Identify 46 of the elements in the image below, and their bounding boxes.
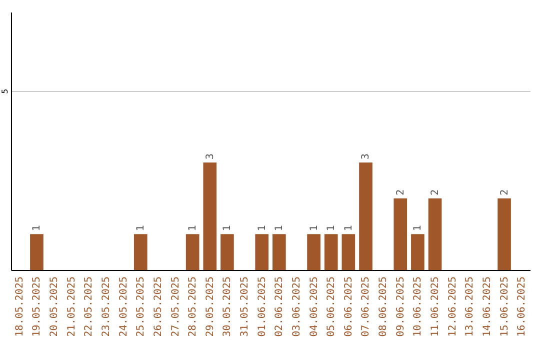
data-label: 1: [222, 225, 234, 232]
y-tick-label: 5: [0, 88, 10, 94]
x-tick-label: 10.06.2025: [412, 276, 424, 337]
data-label: 1: [412, 225, 424, 232]
data-label: 1: [274, 225, 286, 232]
x-tick-label: 16.06.2025: [516, 276, 528, 337]
x-tick-label: 08.06.2025: [378, 276, 390, 337]
data-label: 1: [32, 225, 43, 232]
x-tick-label: 12.06.2025: [447, 276, 458, 337]
data-label: 3: [360, 153, 372, 160]
data-label: 1: [256, 225, 268, 232]
x-tick-label: 14.06.2025: [482, 276, 493, 337]
x-tick-label: 24.05.2025: [118, 276, 130, 337]
x-tick-label: 02.06.2025: [274, 276, 286, 337]
data-label: 1: [308, 225, 320, 232]
x-tick-label: 11.06.2025: [430, 276, 442, 337]
x-tick-label: 03.06.2025: [291, 276, 302, 337]
x-tick-label: 20.05.2025: [49, 276, 60, 337]
x-tick-label: 26.05.2025: [152, 276, 164, 337]
x-tick-label: 06.06.2025: [343, 276, 354, 337]
data-label: 3: [204, 153, 216, 160]
data-label: 1: [343, 225, 354, 232]
x-tick-label: 27.05.2025: [170, 276, 182, 337]
x-tick-label: 13.06.2025: [464, 276, 476, 337]
x-tick-label: 19.05.2025: [32, 276, 43, 337]
x-tick-label: 31.05.2025: [240, 276, 251, 337]
x-tick-label: 23.05.2025: [100, 276, 112, 337]
x-tick-label: 04.06.2025: [308, 276, 320, 337]
x-tick-label: 15.06.2025: [499, 276, 510, 337]
data-label: 2: [499, 189, 510, 196]
x-tick-label: 28.05.2025: [188, 276, 199, 337]
data-label: 1: [188, 225, 199, 232]
x-tick-label: 25.05.2025: [136, 276, 147, 337]
data-label: 1: [326, 225, 338, 232]
x-tick-label: 30.05.2025: [222, 276, 234, 337]
x-tick-label: 22.05.2025: [84, 276, 95, 337]
x-tick-label: 07.06.2025: [360, 276, 372, 337]
data-label: 1: [136, 225, 147, 232]
data-label: 2: [395, 189, 406, 196]
x-tick-label: 09.06.2025: [395, 276, 406, 337]
x-tick-label: 29.05.2025: [204, 276, 216, 337]
x-tick-label: 05.06.2025: [326, 276, 338, 337]
x-tick-label: 21.05.2025: [66, 276, 78, 337]
data-label: 2: [430, 189, 442, 196]
x-tick-label: 18.05.2025: [14, 276, 26, 337]
x-tick-label: 01.06.2025: [256, 276, 268, 337]
